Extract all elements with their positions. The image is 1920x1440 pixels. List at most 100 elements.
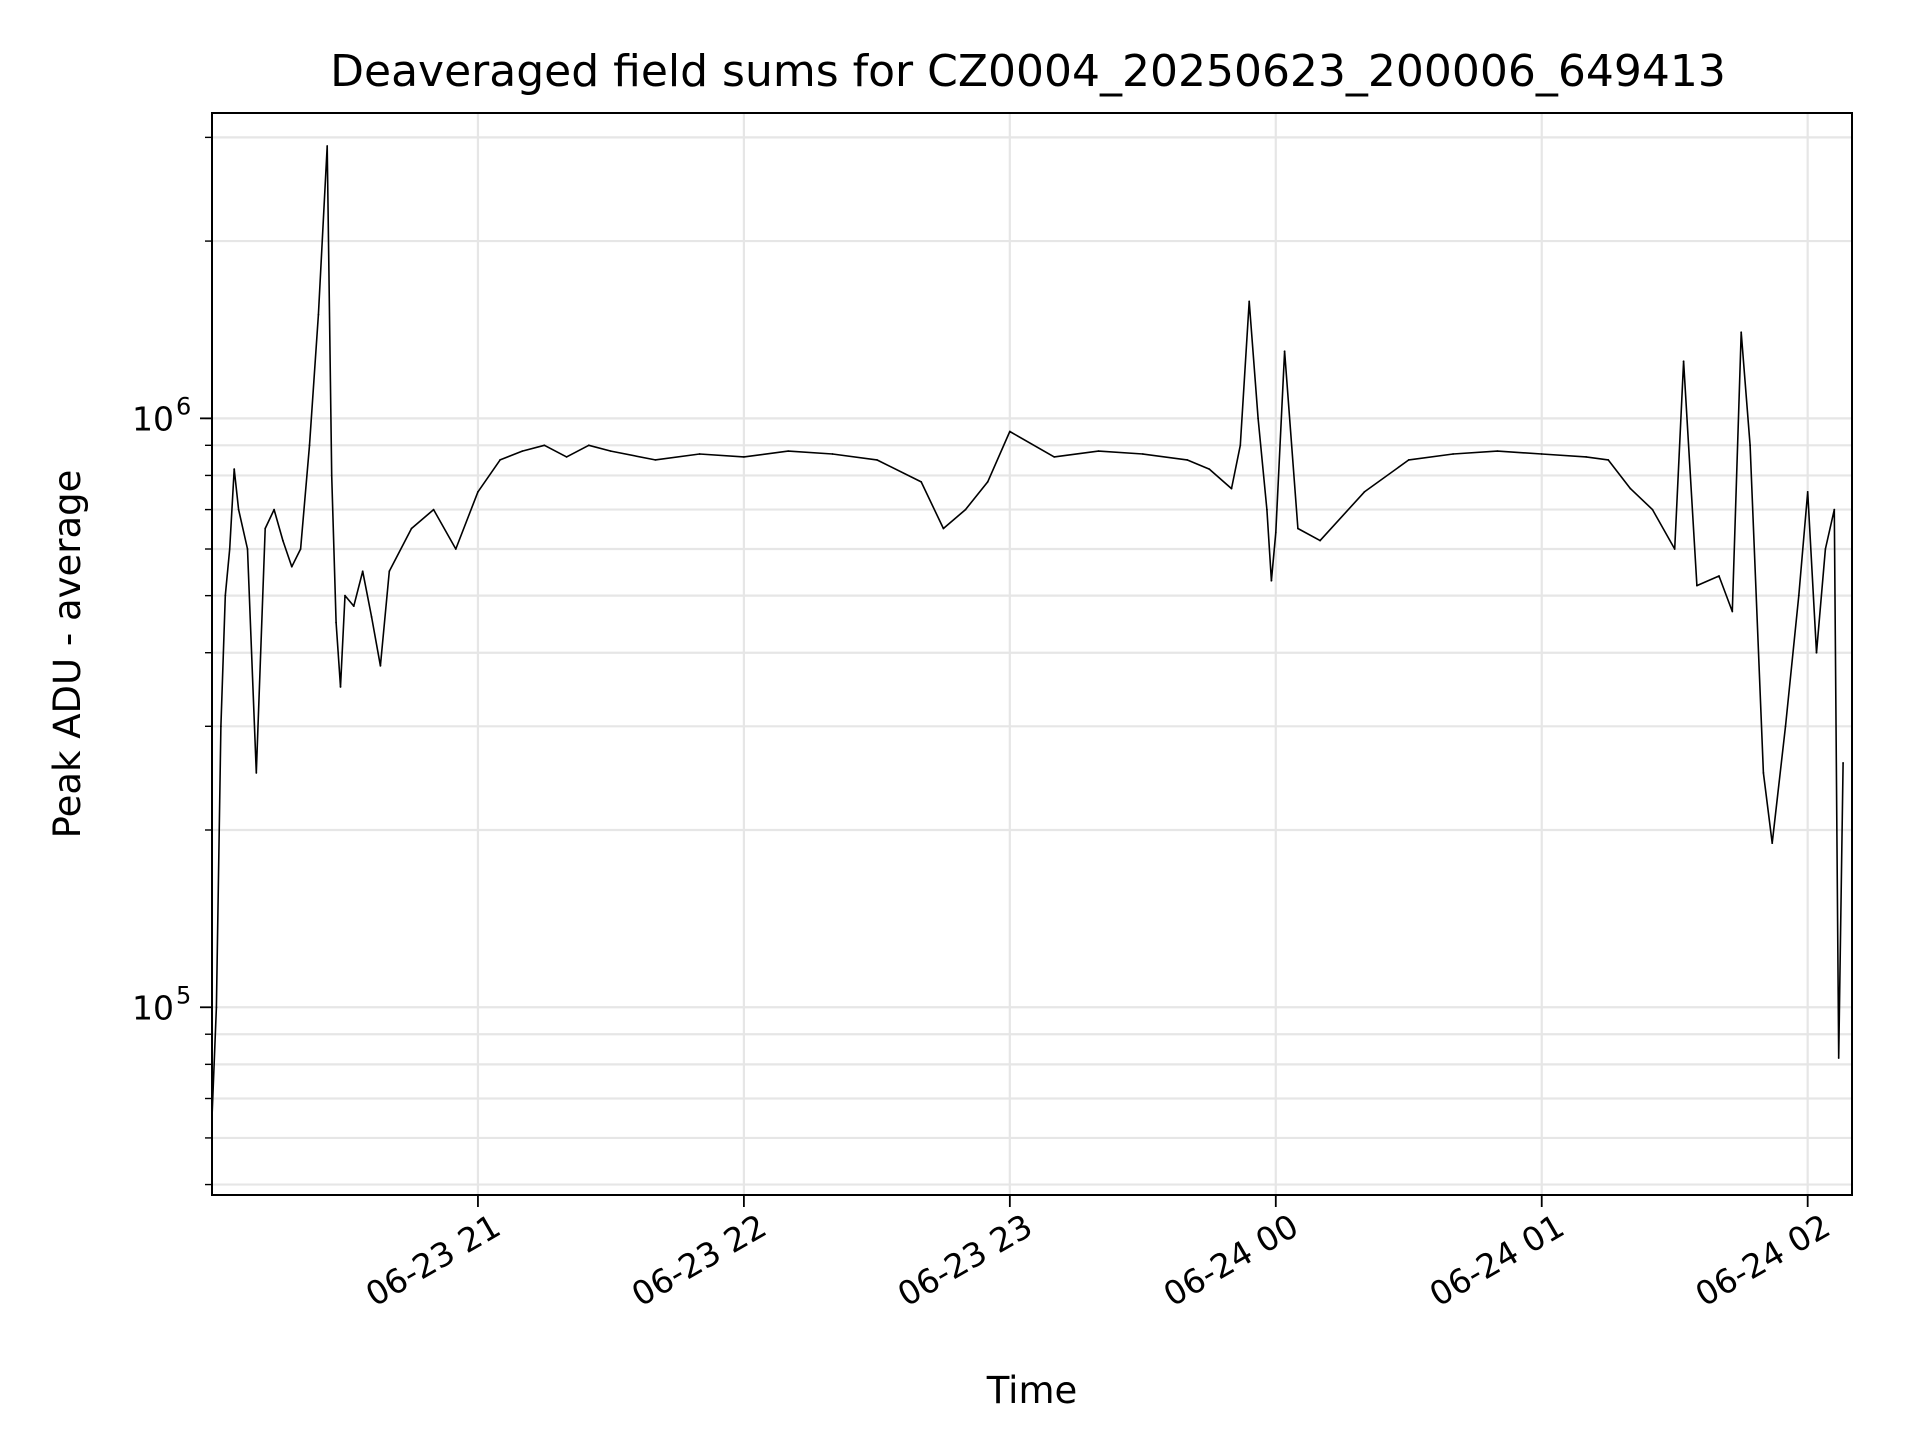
data-point <box>1496 450 1499 452</box>
y-tick-label: 10 <box>132 988 174 1027</box>
data-point <box>1008 430 1011 433</box>
data-point <box>1607 459 1610 461</box>
data-point <box>1452 453 1454 455</box>
data-point <box>1842 762 1844 764</box>
data-point <box>1407 459 1410 461</box>
data-point <box>1815 651 1818 654</box>
data-point <box>290 565 293 568</box>
data-point <box>1718 575 1720 577</box>
data-point <box>361 570 364 573</box>
series-line <box>211 145 1844 1118</box>
data-point <box>339 686 342 688</box>
data-point <box>1673 548 1676 550</box>
data-point <box>1833 508 1836 511</box>
data-point <box>1097 450 1100 452</box>
data-point <box>1266 508 1268 511</box>
data-point <box>1696 584 1698 587</box>
data-point <box>215 1006 218 1009</box>
data-point <box>743 456 745 458</box>
data-point <box>1186 459 1188 461</box>
x-axis-label: Time <box>986 1369 1078 1412</box>
data-point <box>224 594 227 597</box>
data-point <box>228 548 231 550</box>
data-point <box>1274 531 1277 534</box>
data-point <box>220 725 222 728</box>
data-point <box>410 527 413 530</box>
data-point <box>942 527 945 530</box>
data-point <box>986 481 989 483</box>
data-point <box>330 474 333 477</box>
data-point <box>565 456 568 458</box>
grid <box>212 113 1852 1195</box>
data-point <box>246 548 249 550</box>
data-point <box>233 468 236 470</box>
data-point <box>352 605 355 607</box>
data-point <box>1239 444 1242 447</box>
data-point <box>654 459 657 461</box>
data-point <box>499 459 501 461</box>
data-point <box>1283 350 1286 353</box>
y-axis-label: Peak ADU - average <box>46 470 89 839</box>
axes-frame <box>211 112 1853 1196</box>
data-point <box>964 508 967 511</box>
data-point <box>1540 453 1543 455</box>
data-point <box>326 145 329 147</box>
data-point <box>1797 594 1800 597</box>
data-point <box>1585 456 1587 458</box>
data-point <box>1297 527 1299 530</box>
data-point <box>255 772 258 774</box>
data-point <box>308 444 311 447</box>
data-point <box>1824 548 1827 550</box>
data-point <box>1629 487 1632 490</box>
data-point <box>1837 1057 1840 1059</box>
data-point <box>521 450 524 452</box>
data-point <box>1053 456 1056 458</box>
data-point <box>831 453 834 455</box>
data-point <box>1740 331 1743 334</box>
data-point <box>1363 491 1366 493</box>
data-point <box>1731 610 1734 613</box>
data-point <box>610 450 612 452</box>
data-point <box>1749 444 1751 447</box>
data-point <box>432 508 435 511</box>
data-point <box>1762 772 1765 774</box>
data-point <box>273 508 275 511</box>
data-point <box>1248 300 1251 303</box>
data-point <box>388 570 391 573</box>
data-point <box>1319 539 1321 542</box>
data-point <box>237 508 240 511</box>
data-point <box>282 539 284 542</box>
data-point <box>1784 725 1787 728</box>
chart-title: Deaveraged field sums for CZ0004_2025062… <box>330 46 1726 97</box>
data-point <box>876 459 878 461</box>
y-tick-label: 10 <box>132 399 174 438</box>
data-point <box>264 527 267 530</box>
data-point <box>1141 453 1144 455</box>
data-point <box>335 621 337 624</box>
data-point <box>587 444 590 447</box>
data-point <box>1651 508 1654 511</box>
data-point <box>1208 468 1211 470</box>
data-point <box>1682 360 1685 363</box>
data-point <box>1806 491 1809 493</box>
data-point <box>1270 579 1273 582</box>
data-point <box>299 548 302 550</box>
plot-area <box>211 145 1844 1119</box>
data-point <box>920 481 923 483</box>
data-point <box>454 548 457 550</box>
data-point <box>379 664 382 667</box>
data-point <box>1257 417 1259 420</box>
data-point <box>370 616 373 618</box>
y-tick-exponent: 5 <box>176 981 191 1009</box>
data-point <box>344 594 346 597</box>
data-point <box>317 313 320 316</box>
data-point <box>1230 487 1233 490</box>
data-point <box>698 453 701 455</box>
y-tick-exponent: 6 <box>176 392 191 420</box>
data-point <box>543 444 546 447</box>
data-point <box>1771 842 1774 844</box>
data-point <box>477 491 479 493</box>
